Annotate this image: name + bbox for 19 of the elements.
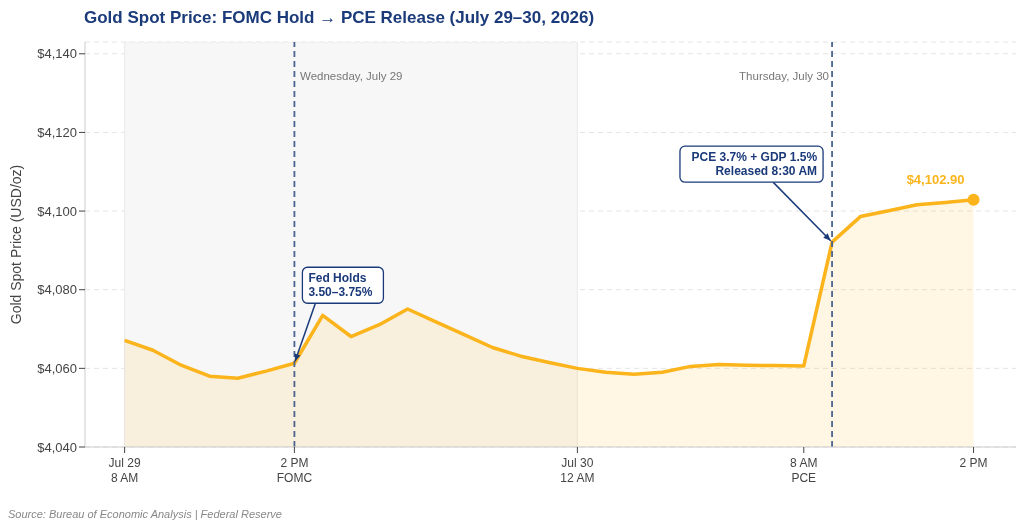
annotation: Wednesday, July 29 xyxy=(300,70,403,82)
annotation: Thursday, July 30 xyxy=(739,70,829,82)
chart-title: Gold Spot Price: FOMC Hold → PCE Release (July 29–30, 2026) xyxy=(84,8,595,28)
annotation: Fed Holds 3.50–3.75% xyxy=(308,271,373,300)
y-tick-label: $4,100 xyxy=(37,203,77,219)
y-tick-label: $4,080 xyxy=(37,282,77,298)
y-tick-label: $4,140 xyxy=(37,46,77,62)
x-tick-label: 2 PM xyxy=(959,456,988,470)
y-tick-label: $4,060 xyxy=(37,360,77,376)
y-tick-label: $4,040 xyxy=(37,439,77,455)
x-tick-label: 2 PM FOMC xyxy=(276,456,313,485)
annotation: PCE 3.7% + GDP 1.5% Released 8:30 AM xyxy=(691,150,818,179)
x-tick-label: Jul 30 12 AM xyxy=(560,456,595,485)
x-tick-label: 8 AM PCE xyxy=(790,456,818,485)
source-note: Source: Bureau of Economic Analysis | Federal Reserve xyxy=(8,508,282,520)
y-tick-label: $4,120 xyxy=(37,125,77,141)
x-tick-label: Jul 29 8 AM xyxy=(108,456,141,485)
y-axis-title: Gold Spot Price (USD/oz) xyxy=(7,164,24,325)
data-label: $4,102.90 xyxy=(906,171,965,187)
